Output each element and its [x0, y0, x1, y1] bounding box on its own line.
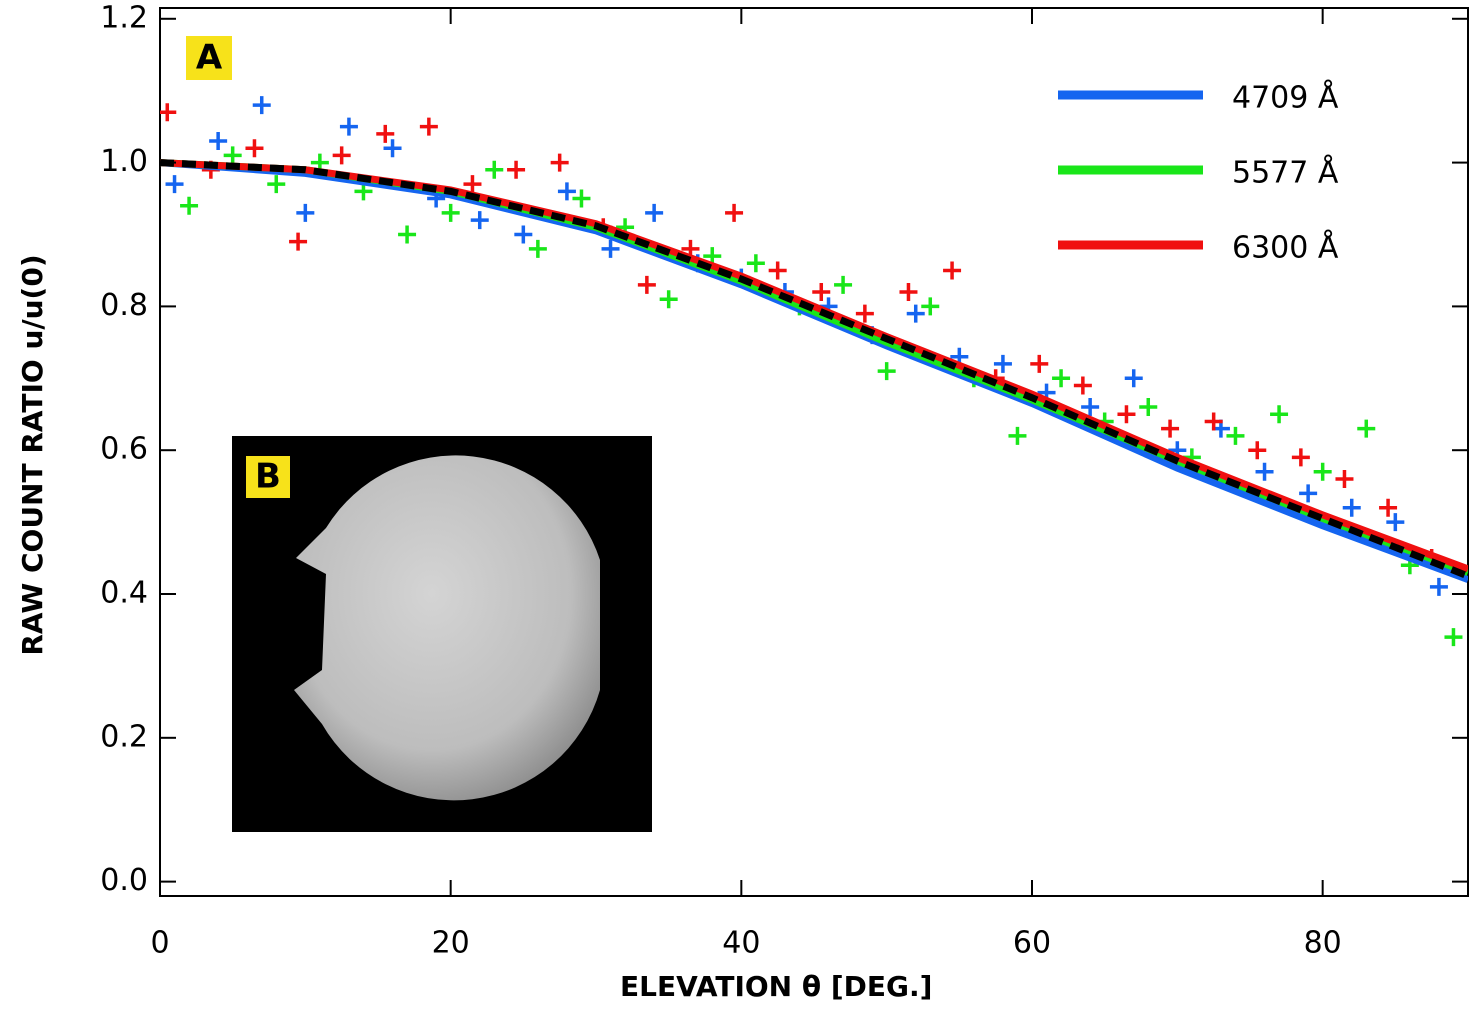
- scatter-point: [601, 239, 620, 258]
- scatter-point: [180, 196, 199, 215]
- scatter-point: [289, 232, 308, 251]
- scatter-point: [1073, 376, 1092, 395]
- scatter-point: [557, 182, 576, 201]
- scatter-point: [1248, 441, 1267, 460]
- scatter-point: [1204, 412, 1223, 431]
- panel-label-box: [246, 456, 290, 498]
- scatter-point: [1429, 577, 1448, 596]
- scatter-point: [1357, 419, 1376, 438]
- scatter-point: [906, 304, 925, 323]
- scatter-point: [419, 117, 438, 136]
- scatter-point: [1161, 419, 1180, 438]
- scatter-point: [1313, 462, 1332, 481]
- scatter-point: [1226, 426, 1245, 445]
- scatter-point: [645, 203, 664, 222]
- scatter-point: [943, 261, 962, 280]
- scatter-point: [746, 254, 765, 273]
- scatter-point: [398, 225, 417, 244]
- scatter-point: [470, 211, 489, 230]
- sky-disc: [294, 455, 600, 801]
- scatter-point: [332, 146, 351, 165]
- y-axis-title: RAW COUNT RATIO u/u(0): [16, 254, 49, 655]
- scatter-point: [514, 225, 533, 244]
- model-fit-line: [160, 159, 1468, 580]
- inset-image: B: [232, 436, 652, 832]
- scatter-point: [1270, 405, 1289, 424]
- y-tick-label: 0.0: [100, 863, 148, 898]
- scatter-point: [1255, 462, 1274, 481]
- y-tick-label: 1.2: [100, 0, 148, 35]
- scatter-point: [725, 203, 744, 222]
- scatter-point: [376, 124, 395, 143]
- x-tick-label: 0: [150, 926, 169, 961]
- scatter-point: [812, 283, 831, 302]
- panel-label: A: [196, 38, 223, 78]
- legend-label: 6300 Å: [1232, 230, 1339, 266]
- x-tick-label: 20: [432, 926, 470, 961]
- scatter-point: [1444, 628, 1463, 647]
- scatter-point: [165, 175, 184, 194]
- legend-label: 4709 Å: [1232, 80, 1339, 116]
- scatter-point: [899, 283, 918, 302]
- scatter-point: [1081, 398, 1100, 417]
- scatter-point: [1342, 498, 1361, 517]
- scatter-point: [507, 160, 526, 179]
- scatter-point: [209, 132, 228, 151]
- scatter-point: [855, 304, 874, 323]
- x-axis-title: ELEVATION θ [DEG.]: [620, 970, 932, 1003]
- scatter-point: [834, 275, 853, 294]
- y-tick-label: 0.2: [100, 719, 148, 754]
- y-tick-label: 0.6: [100, 432, 148, 467]
- scatter-point: [223, 146, 242, 165]
- y-tick-label: 1.0: [100, 144, 148, 179]
- panel-label: B: [255, 457, 281, 497]
- scatter-point: [1335, 469, 1354, 488]
- scatter-point: [441, 203, 460, 222]
- scatter-point: [485, 160, 504, 179]
- scatter-point: [1139, 398, 1158, 417]
- panel-label-box: [186, 36, 232, 80]
- scatter-point: [993, 354, 1012, 373]
- scatter-point: [1291, 448, 1310, 467]
- scatter-point: [1117, 405, 1136, 424]
- scatter-point: [637, 275, 656, 294]
- y-tick-label: 0.4: [100, 576, 148, 611]
- scatter-point: [877, 362, 896, 381]
- y-tick-label: 0.8: [100, 288, 148, 323]
- scatter-point: [1299, 484, 1318, 503]
- scatter-point: [160, 103, 177, 122]
- scatter-point: [1386, 513, 1405, 532]
- scatter-point: [528, 239, 547, 258]
- scatter-point: [1030, 354, 1049, 373]
- scatter-point: [1379, 498, 1398, 517]
- scatter-point: [659, 290, 678, 309]
- scatter-point: [921, 297, 940, 316]
- scatter-point: [339, 117, 358, 136]
- scatter-point: [1052, 369, 1071, 388]
- scatter-point: [1008, 426, 1027, 445]
- scatter-point: [1124, 369, 1143, 388]
- scatter-point: [245, 139, 264, 158]
- scatter-point: [383, 139, 402, 158]
- scatter-point: [463, 175, 482, 194]
- x-tick-label: 40: [722, 926, 760, 961]
- x-tick-label: 60: [1013, 926, 1051, 961]
- scatter-point: [252, 96, 271, 115]
- scatter-point: [768, 261, 787, 280]
- x-tick-label: 80: [1304, 926, 1342, 961]
- plot-frame: [159, 7, 1469, 897]
- scatter-point: [550, 153, 569, 172]
- legend-label: 5577 Å: [1232, 155, 1339, 191]
- scatter-point: [296, 203, 315, 222]
- scatter-point: [267, 175, 286, 194]
- scatter-point: [572, 189, 591, 208]
